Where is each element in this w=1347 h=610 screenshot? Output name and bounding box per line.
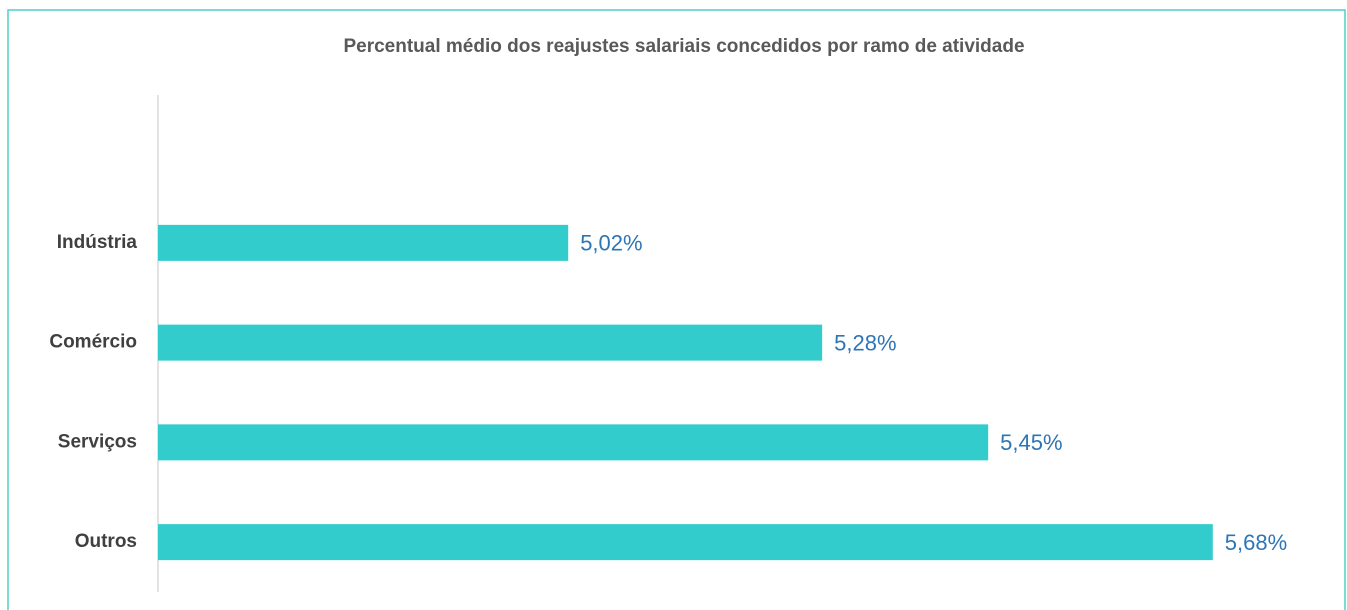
chart-frame — [7, 9, 1346, 610]
bar — [158, 424, 989, 461]
category-label: Serviços — [58, 431, 137, 452]
data-label: 5,28% — [834, 330, 896, 355]
data-label: 5,02% — [580, 231, 642, 256]
data-label: 5,45% — [1000, 430, 1062, 455]
category-label: Outros — [75, 531, 137, 552]
bar — [158, 324, 823, 361]
category-label: Comércio — [49, 332, 137, 353]
bar — [158, 524, 1213, 561]
bar — [158, 224, 569, 261]
chart-title: Percentual médio dos reajustes salariais… — [343, 36, 1024, 57]
category-label: Indústria — [57, 232, 138, 253]
data-label: 5,68% — [1225, 530, 1287, 555]
